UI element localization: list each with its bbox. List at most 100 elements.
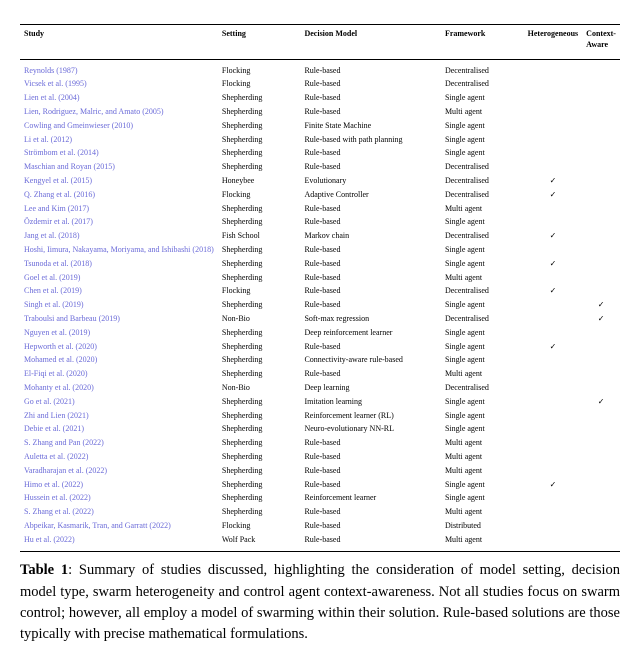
citation-link[interactable]: Cowling and Gmeinwieser (2010) — [24, 121, 133, 130]
cell-context — [582, 271, 620, 285]
cell-hetero — [524, 395, 583, 409]
citation-link[interactable]: Himo et al. (2022) — [24, 480, 83, 489]
cell-hetero: ✓ — [524, 478, 583, 492]
cell-hetero — [524, 271, 583, 285]
cell-study: Singh et al. (2019) — [20, 299, 218, 313]
cell-framework: Single agent — [441, 423, 524, 437]
citation-link[interactable]: Zhi and Lien (2021) — [24, 411, 89, 420]
cell-setting: Shepherding — [218, 492, 301, 506]
cell-framework: Multi agent — [441, 533, 524, 552]
cell-hetero: ✓ — [524, 340, 583, 354]
table-row: Özdemir et al. (2017)ShepherdingRule-bas… — [20, 216, 620, 230]
cell-framework: Decentralised — [441, 78, 524, 92]
cell-hetero — [524, 243, 583, 257]
table-row: Strömbom et al. (2014)ShepherdingRule-ba… — [20, 147, 620, 161]
cell-framework: Single agent — [441, 257, 524, 271]
cell-setting: Flocking — [218, 59, 301, 78]
citation-link[interactable]: Go et al. (2021) — [24, 397, 75, 406]
citation-link[interactable]: Nguyen et al. (2019) — [24, 328, 90, 337]
cell-model: Imitation learning — [300, 395, 440, 409]
cell-model: Rule-based — [300, 464, 440, 478]
cell-context — [582, 423, 620, 437]
caption-label: Table 1 — [20, 562, 68, 578]
cell-setting: Flocking — [218, 188, 301, 202]
cell-model: Rule-based — [300, 368, 440, 382]
citation-link[interactable]: Mohamed et al. (2020) — [24, 355, 97, 364]
citation-link[interactable]: Singh et al. (2019) — [24, 300, 84, 309]
cell-model: Reinforcement learner (RL) — [300, 409, 440, 423]
table-row: Hoshi, Iimura, Nakayama, Moriyama, and I… — [20, 243, 620, 257]
citation-link[interactable]: Lien et al. (2004) — [24, 93, 80, 102]
table-row: Lien, Rodriguez, Malric, and Amato (2005… — [20, 105, 620, 119]
table-row: Abpeikar, Kasmarik, Tran, and Garratt (2… — [20, 519, 620, 533]
table-row: Tsunoda et al. (2018)ShepherdingRule-bas… — [20, 257, 620, 271]
cell-hetero — [524, 381, 583, 395]
citation-link[interactable]: Hu et al. (2022) — [24, 535, 75, 544]
cell-framework: Multi agent — [441, 105, 524, 119]
cell-setting: Shepherding — [218, 423, 301, 437]
table-row: Mohamed et al. (2020)ShepherdingConnecti… — [20, 354, 620, 368]
citation-link[interactable]: Hepworth et al. (2020) — [24, 342, 97, 351]
citation-link[interactable]: Vicsek et al. (1995) — [24, 79, 87, 88]
citation-link[interactable]: Lien, Rodriguez, Malric, and Amato (2005… — [24, 107, 164, 116]
citation-link[interactable]: Li et al. (2012) — [24, 135, 72, 144]
cell-setting: Shepherding — [218, 133, 301, 147]
table-caption: Table 1: Summary of studies discussed, h… — [20, 560, 620, 644]
citation-link[interactable]: Mohanty et al. (2020) — [24, 383, 94, 392]
cell-context — [582, 506, 620, 520]
cell-model: Rule-based — [300, 533, 440, 552]
citation-link[interactable]: Lee and Kim (2017) — [24, 204, 89, 213]
citation-link[interactable]: S. Zhang and Pan (2022) — [24, 438, 104, 447]
cell-model: Neuro-evolutionary NN-RL — [300, 423, 440, 437]
citation-link[interactable]: Auletta et al. (2022) — [24, 452, 88, 461]
citation-link[interactable]: Hoshi, Iimura, Nakayama, Moriyama, and I… — [24, 245, 214, 254]
table-row: S. Zhang et al. (2022)ShepherdingRule-ba… — [20, 506, 620, 520]
cell-framework: Single agent — [441, 133, 524, 147]
citation-link[interactable]: Hussein et al. (2022) — [24, 493, 91, 502]
cell-study: Özdemir et al. (2017) — [20, 216, 218, 230]
citation-link[interactable]: S. Zhang et al. (2022) — [24, 507, 94, 516]
cell-model: Rule-based — [300, 59, 440, 78]
check-icon: ✓ — [598, 300, 605, 309]
citation-link[interactable]: Reynolds (1987) — [24, 66, 78, 75]
cell-hetero — [524, 78, 583, 92]
citation-link[interactable]: Goel et al. (2019) — [24, 273, 80, 282]
citation-link[interactable]: Q. Zhang et al. (2016) — [24, 190, 95, 199]
cell-context: ✓ — [582, 395, 620, 409]
cell-setting: Fish School — [218, 230, 301, 244]
cell-study: Auletta et al. (2022) — [20, 450, 218, 464]
cell-model: Rule-based — [300, 147, 440, 161]
cell-framework: Multi agent — [441, 202, 524, 216]
cell-study: Li et al. (2012) — [20, 133, 218, 147]
table-row: Jang et al. (2018)Fish SchoolMarkov chai… — [20, 230, 620, 244]
cell-setting: Shepherding — [218, 271, 301, 285]
check-icon: ✓ — [550, 176, 557, 185]
citation-link[interactable]: Jang et al. (2018) — [24, 231, 80, 240]
check-icon: ✓ — [550, 231, 557, 240]
cell-hetero: ✓ — [524, 230, 583, 244]
cell-setting: Shepherding — [218, 105, 301, 119]
citation-link[interactable]: Debie et al. (2021) — [24, 424, 84, 433]
cell-study: Goel et al. (2019) — [20, 271, 218, 285]
cell-framework: Single agent — [441, 147, 524, 161]
cell-model: Connectivity-aware rule-based — [300, 354, 440, 368]
citation-link[interactable]: Varadharajan et al. (2022) — [24, 466, 107, 475]
table-row: Q. Zhang et al. (2016)FlockingAdaptive C… — [20, 188, 620, 202]
citation-link[interactable]: Tsunoda et al. (2018) — [24, 259, 92, 268]
citation-link[interactable]: Özdemir et al. (2017) — [24, 217, 93, 226]
cell-framework: Decentralised — [441, 230, 524, 244]
citation-link[interactable]: El-Fiqi et al. (2020) — [24, 369, 88, 378]
table-body: Reynolds (1987)FlockingRule-basedDecentr… — [20, 59, 620, 552]
cell-model: Rule-based — [300, 271, 440, 285]
cell-setting: Shepherding — [218, 450, 301, 464]
citation-link[interactable]: Traboulsi and Barbeau (2019) — [24, 314, 120, 323]
citation-link[interactable]: Chen et al. (2019) — [24, 286, 82, 295]
citation-link[interactable]: Maschian and Royan (2015) — [24, 162, 115, 171]
check-icon: ✓ — [550, 190, 557, 199]
citation-link[interactable]: Kengyel et al. (2015) — [24, 176, 92, 185]
cell-framework: Single agent — [441, 492, 524, 506]
citation-link[interactable]: Abpeikar, Kasmarik, Tran, and Garratt (2… — [24, 521, 171, 530]
cell-context — [582, 133, 620, 147]
cell-study: Mohamed et al. (2020) — [20, 354, 218, 368]
citation-link[interactable]: Strömbom et al. (2014) — [24, 148, 99, 157]
